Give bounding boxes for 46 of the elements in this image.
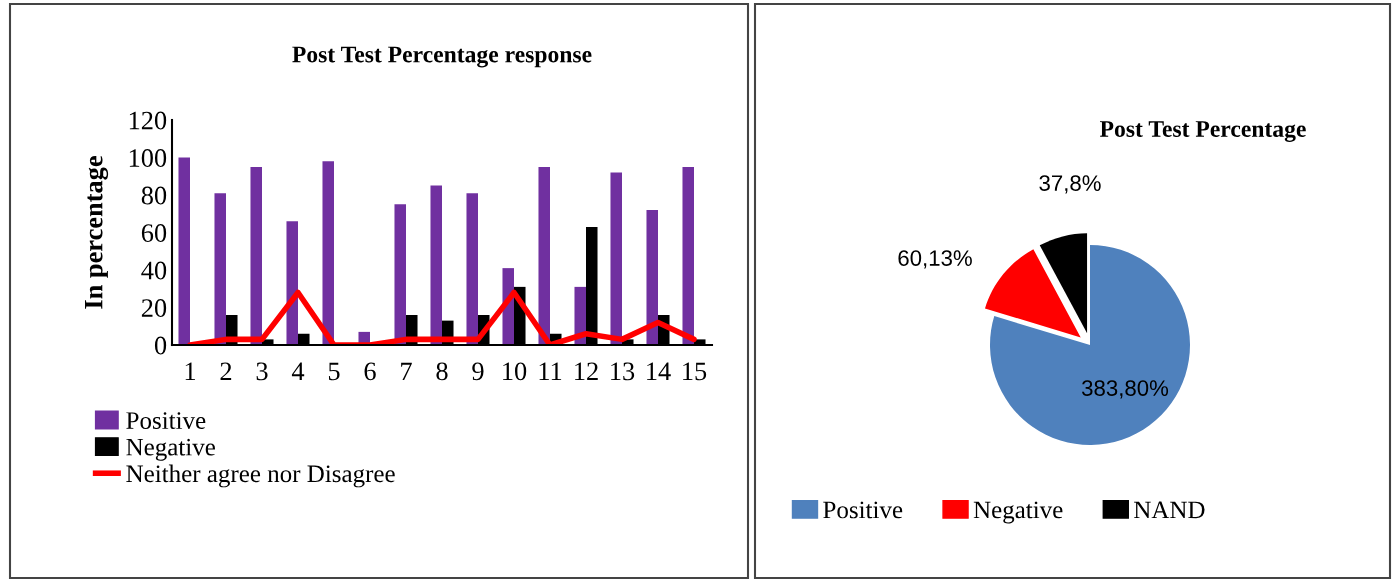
x-tick-label: 4 <box>291 362 305 380</box>
x-tick-label: 14 <box>647 362 671 380</box>
x-tick-label: 5 <box>328 362 340 381</box>
data-label: 60,13% <box>898 250 972 269</box>
bar <box>322 161 334 345</box>
legend-label: Negative <box>126 438 215 461</box>
legend-label: Positive <box>823 501 903 519</box>
bar <box>394 204 406 345</box>
y-tick-label: 20 <box>141 299 167 317</box>
x-tick-label: 9 <box>472 362 484 381</box>
bar <box>286 221 298 345</box>
bar <box>610 172 622 345</box>
x-tick-label: 8 <box>436 362 448 381</box>
bar <box>250 166 262 345</box>
legend-label: Negative <box>973 501 1063 524</box>
bar <box>214 193 226 345</box>
x-tick-label: 10 <box>503 362 527 381</box>
y-tick-label: 100 <box>129 149 167 167</box>
x-tick-label: 7 <box>401 362 412 380</box>
x-tick-label: 12 <box>575 362 598 380</box>
y-axis-title: In percentage <box>85 156 109 309</box>
bar <box>682 166 694 345</box>
bar <box>178 157 190 345</box>
x-tick-label: 2 <box>220 362 232 380</box>
chart-title: Post Test Percentage <box>1099 121 1306 142</box>
y-tick-label: 80 <box>141 186 167 205</box>
y-tick-label: 120 <box>129 111 167 130</box>
x-tick-label: 3 <box>256 362 268 381</box>
legend-label: Positive <box>126 412 206 429</box>
legend-label: Neither agree nor Disagree <box>126 464 395 488</box>
x-tick-label: 1 <box>185 362 196 380</box>
x-tick-label: 6 <box>364 362 376 381</box>
bar <box>646 210 658 345</box>
x-tick-label: 13 <box>611 362 635 381</box>
bar <box>466 193 478 345</box>
bar <box>538 166 550 345</box>
legend-label: NAND <box>1134 501 1205 519</box>
data-label: 383,80% <box>1081 380 1169 399</box>
x-tick-label: 15 <box>683 362 707 381</box>
chart-title: Post Test Percentage response <box>292 46 592 68</box>
x-tick-label: 11 <box>539 362 562 380</box>
bar <box>430 185 442 345</box>
y-tick-label: 60 <box>141 224 167 242</box>
data-label: 37,8% <box>1039 175 1101 194</box>
y-tick-label: 0 <box>154 336 167 355</box>
y-tick-label: 40 <box>141 261 167 280</box>
